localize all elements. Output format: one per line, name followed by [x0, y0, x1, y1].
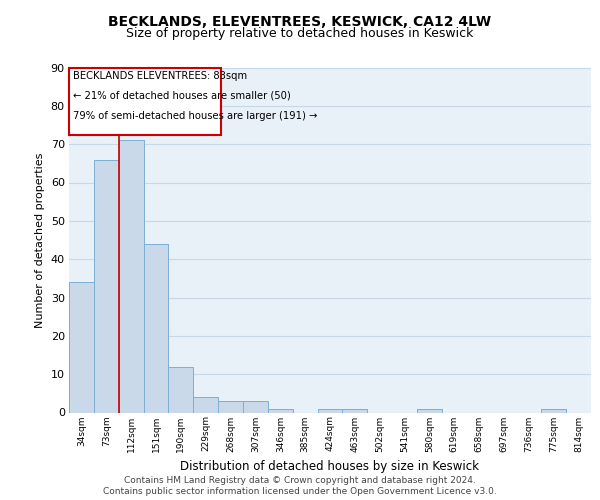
Text: ← 21% of detached houses are smaller (50): ← 21% of detached houses are smaller (50…: [73, 91, 291, 101]
FancyBboxPatch shape: [70, 68, 221, 134]
Bar: [317, 408, 343, 412]
Text: Size of property relative to detached houses in Keswick: Size of property relative to detached ho…: [127, 28, 473, 40]
Bar: [119, 140, 143, 412]
Bar: [541, 408, 566, 412]
Bar: [193, 397, 218, 412]
Bar: [343, 408, 367, 412]
Bar: [143, 244, 169, 412]
Text: BECKLANDS ELEVENTREES: 83sqm: BECKLANDS ELEVENTREES: 83sqm: [73, 70, 247, 81]
X-axis label: Distribution of detached houses by size in Keswick: Distribution of detached houses by size …: [181, 460, 479, 473]
Text: Contains HM Land Registry data © Crown copyright and database right 2024.: Contains HM Land Registry data © Crown c…: [124, 476, 476, 485]
Text: 79% of semi-detached houses are larger (191) →: 79% of semi-detached houses are larger (…: [73, 111, 317, 121]
Bar: [417, 408, 442, 412]
Bar: [268, 408, 293, 412]
Bar: [218, 401, 243, 412]
Y-axis label: Number of detached properties: Number of detached properties: [35, 152, 45, 328]
Text: Contains public sector information licensed under the Open Government Licence v3: Contains public sector information licen…: [103, 487, 497, 496]
Bar: [69, 282, 94, 412]
Bar: [169, 366, 193, 412]
Bar: [243, 401, 268, 412]
Bar: [94, 160, 119, 412]
Text: BECKLANDS, ELEVENTREES, KESWICK, CA12 4LW: BECKLANDS, ELEVENTREES, KESWICK, CA12 4L…: [109, 15, 491, 29]
